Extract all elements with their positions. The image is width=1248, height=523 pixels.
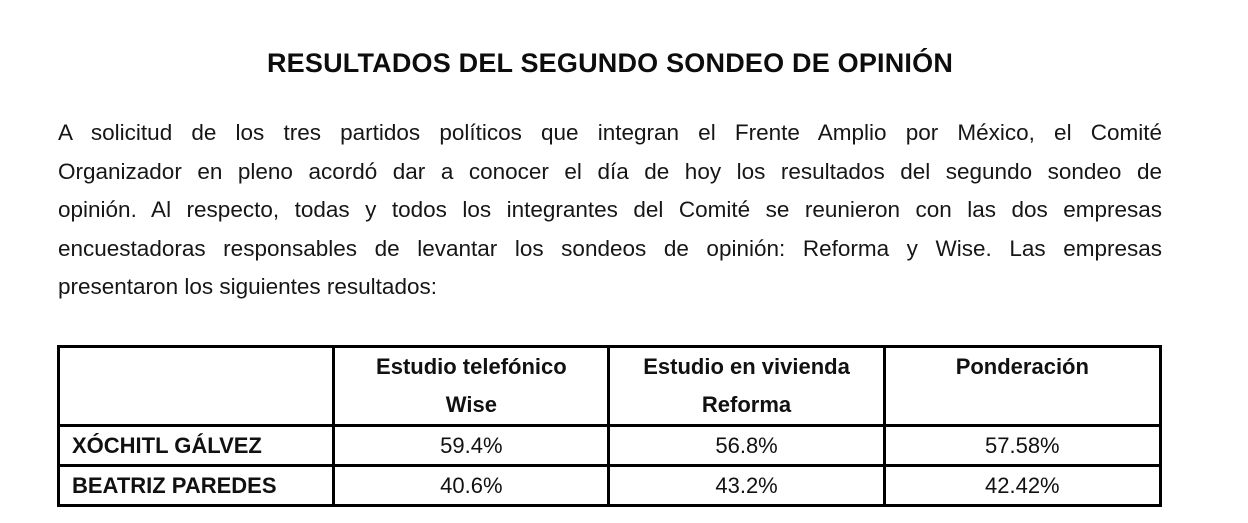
- candidate-name: BEATRIZ PAREDES: [56, 464, 336, 507]
- header-line: Estudio en vivienda: [643, 354, 850, 379]
- home-study-value: 43.2%: [607, 464, 886, 507]
- phone-study-value: 40.6%: [332, 464, 611, 507]
- header-empty: [56, 345, 336, 427]
- table-row: BEATRIZ PAREDES 40.6% 43.2% 42.42%: [56, 464, 1163, 507]
- header-weighting: Ponderación: [882, 345, 1163, 427]
- home-study-value: 56.8%: [607, 424, 886, 467]
- intro-paragraph: A solicitud de los tres partidos polític…: [58, 114, 1162, 307]
- header-phone-study: Estudio telefónico Wise: [332, 345, 611, 427]
- weighting-value: 57.58%: [882, 424, 1163, 467]
- table-header-row: Estudio telefónico Wise Estudio en vivie…: [56, 345, 1163, 427]
- paragraph-line: opinión. Al respecto, todas y todos los …: [58, 197, 1162, 222]
- paragraph-line: presentaron los siguientes resultados:: [58, 274, 437, 299]
- table-row: XÓCHITL GÁLVEZ 59.4% 56.8% 57.58%: [56, 424, 1163, 467]
- paragraph-line: encuestadoras responsables de levantar l…: [58, 235, 1162, 261]
- weighting-value: 42.42%: [882, 464, 1163, 507]
- paragraph-line: A solicitud de los tres partidos polític…: [58, 120, 1162, 145]
- header-home-study: Estudio en vivienda Reforma: [607, 345, 886, 427]
- candidate-name: XÓCHITL GÁLVEZ: [56, 424, 336, 467]
- phone-study-value: 59.4%: [332, 424, 611, 467]
- header-line: Wise: [445, 392, 497, 417]
- header-line: Reforma: [701, 392, 792, 417]
- results-table: Estudio telefónico Wise Estudio en vivie…: [56, 345, 1163, 507]
- document-title: RESULTADOS DEL SEGUNDO SONDEO DE OPINIÓN: [266, 48, 954, 79]
- header-line: Ponderación: [955, 354, 1089, 379]
- paragraph-line: Organizador en pleno acordó dar a conoce…: [58, 158, 1162, 184]
- header-line: Estudio telefónico: [376, 354, 567, 379]
